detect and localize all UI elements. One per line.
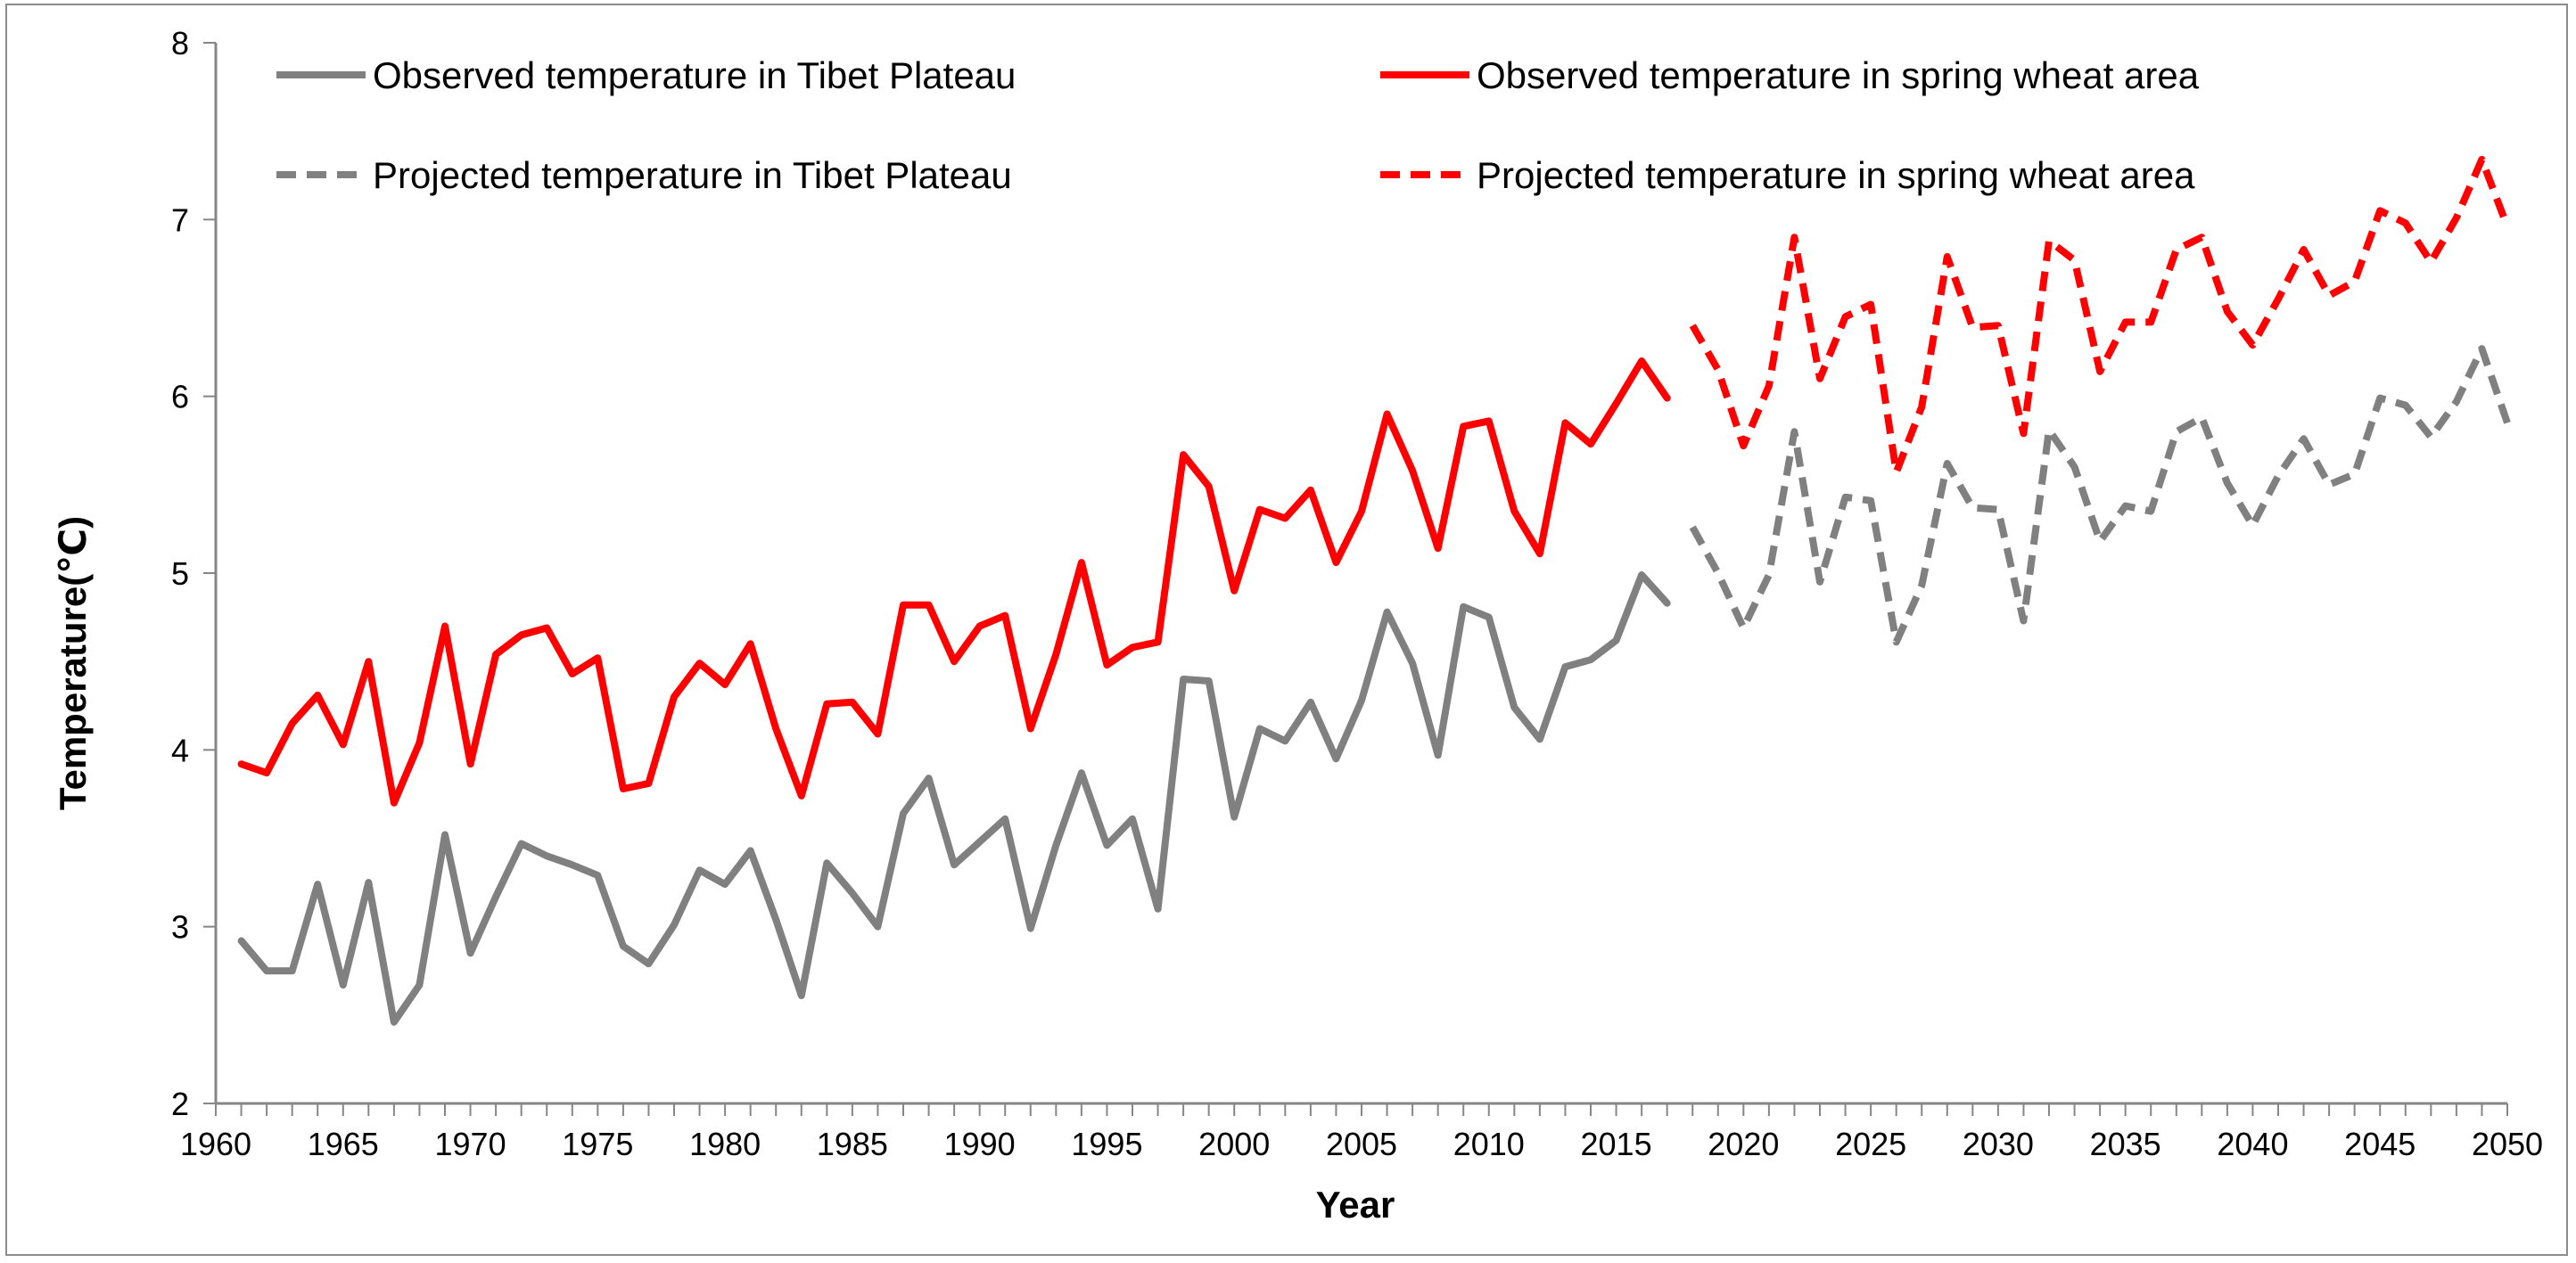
series-line-1 [237,571,1671,1026]
x-tick-label: 1990 [944,1126,1016,1162]
x-tick-label: 1970 [435,1126,506,1162]
x-tick-label: 2040 [2217,1126,2288,1162]
series-line-2 [237,357,1671,807]
y-axis-title: Temperature(℃) [52,516,94,810]
x-tick-label: 2035 [2090,1126,2161,1162]
y-tick-label: 8 [171,25,189,62]
legend-entry-3: Projected temperature in Tibet Plateau [276,154,1012,196]
y-tick-label: 4 [171,732,189,768]
x-tick-label: 2005 [1326,1126,1397,1162]
x-tick-label: 1980 [689,1126,761,1162]
y-tick-label: 3 [171,909,189,946]
x-tick-label: 2010 [1453,1126,1525,1162]
x-tick-label: 1995 [1071,1126,1142,1162]
x-tick-label: 2015 [1581,1126,1652,1162]
series-line-4 [1689,155,2511,476]
legend-entry-1: Observed temperature in Tibet Plateau [276,54,1016,96]
legend-label: Observed temperature in spring wheat are… [1477,54,2200,96]
x-tick-label: 2025 [1835,1126,1906,1162]
series-line-3 [1689,345,2511,646]
legend-entry-4: Projected temperature in spring wheat ar… [1380,154,2195,196]
x-tick-label: 2050 [2472,1126,2543,1162]
y-tick-label: 2 [171,1086,189,1122]
y-tick-label: 7 [171,201,189,238]
x-tick-label: 2020 [1708,1126,1779,1162]
x-tick-label: 1985 [817,1126,888,1162]
legend-label: Projected temperature in spring wheat ar… [1477,154,2195,196]
legend-entry-2: Observed temperature in spring wheat are… [1380,54,2200,96]
y-axis-ticks: 2 3 4 5 6 7 8 [171,25,216,1122]
x-tick-label: 1965 [308,1126,379,1162]
chart-frame [5,4,2568,1256]
x-tick-label: 2045 [2344,1126,2416,1162]
x-tick-label: 2000 [1198,1126,1270,1162]
axes [214,43,2507,1105]
x-axis-ticks: 1960 1965 1970 1975 1980 1985 1990 1995 2000 2005… [180,1103,2543,1162]
legend-label: Observed temperature in Tibet Plateau [373,54,1016,96]
y-tick-label: 6 [171,379,189,415]
x-tick-label: 2030 [1963,1126,2034,1162]
x-axis-title: Year [1316,1184,1395,1226]
x-tick-label: 1975 [562,1126,633,1162]
legend-label: Projected temperature in Tibet Plateau [373,154,1012,196]
x-tick-label: 1960 [180,1126,251,1162]
series-layer [237,155,2511,1026]
y-tick-label: 5 [171,555,189,592]
legend: Observed temperature in Tibet Plateau Obs… [276,54,2200,196]
